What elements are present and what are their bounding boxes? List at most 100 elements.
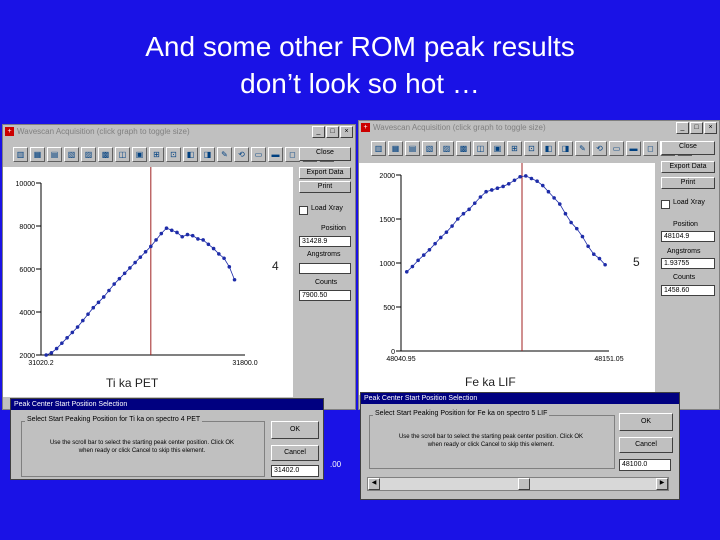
toolbar-tool-icon-9[interactable]: ⊡	[524, 141, 539, 156]
toolbar-tool-icon-6[interactable]: ◫	[115, 147, 130, 162]
right-dialog-value-field[interactable]: 48100.0	[619, 459, 671, 471]
y-tick-label: 500	[383, 305, 395, 312]
toolbar-tool-icon-16[interactable]: ◻	[285, 147, 300, 162]
left-angstroms-field[interactable]	[299, 263, 351, 274]
toolbar-tool-icon-11[interactable]: ◨	[200, 147, 215, 162]
toolbar-tool-icon-10[interactable]: ◧	[183, 147, 198, 162]
scroll-right-arrow-icon[interactable]: ▶	[656, 478, 668, 490]
data-point	[44, 353, 48, 357]
right-plot-area[interactable]: 0 500 1000 1500 2000 48040.95 48151.05 Fe ka L…	[359, 163, 655, 395]
left-dialog-value-field[interactable]: 31402.0	[271, 465, 319, 477]
toolbar-tool-icon-0[interactable]: ▥	[371, 141, 386, 156]
minimize-button[interactable]: _	[312, 126, 325, 138]
left-counts-field[interactable]: 7900.50	[299, 290, 351, 301]
left-plot-area[interactable]: 2000 4000 6000 8000 10000 31020.2 31800.0 Ti k…	[3, 167, 293, 397]
toolbar-tool-icon-8[interactable]: ⊞	[507, 141, 522, 156]
data-point	[232, 277, 237, 282]
data-point	[535, 179, 539, 183]
right-dialog-text-line1: Use the scroll bar to select the startin…	[398, 434, 584, 440]
toolbar-tool-icon-7[interactable]: ▣	[490, 141, 505, 156]
data-point	[180, 234, 185, 239]
right-window-titlebar: + Wavescan Acquisition (click graph to t…	[359, 121, 719, 134]
scroll-thumb[interactable]	[518, 478, 530, 490]
toolbar-tool-icon-6[interactable]: ◫	[473, 141, 488, 156]
toolbar-tool-icon-14[interactable]: ▭	[251, 147, 266, 162]
right-counts-field[interactable]: 1458.60	[661, 285, 715, 296]
close-window-button[interactable]: ×	[704, 122, 717, 134]
x-tick-label: 48151.05	[594, 356, 623, 363]
toolbar-tool-icon-2[interactable]: ▤	[47, 147, 62, 162]
toolbar-tool-icon-12[interactable]: ✎	[575, 141, 590, 156]
left-position-field[interactable]: 31428.9	[299, 236, 351, 247]
right-dialog-ok-button[interactable]: OK	[619, 413, 673, 431]
toolbar-tool-icon-4[interactable]: ▨	[439, 141, 454, 156]
left-dialog-text-line1: Use the scroll bar to select the startin…	[49, 440, 235, 446]
close-window-button[interactable]: ×	[340, 126, 353, 138]
left-close-button[interactable]: Close	[299, 147, 351, 161]
data-point	[107, 288, 111, 293]
data-point	[75, 325, 80, 329]
toolbar-tool-icon-14[interactable]: ▭	[609, 141, 624, 156]
x-tick-label: 48040.95	[386, 356, 415, 363]
left-print-button[interactable]: Print	[299, 181, 351, 193]
right-window-title: Wavescan Acquisition (click graph to tog…	[373, 123, 546, 132]
toolbar-tool-icon-12[interactable]: ✎	[217, 147, 232, 162]
right-position-field[interactable]: 48104.9	[661, 231, 715, 242]
toolbar-tool-icon-13[interactable]: ⟲	[592, 141, 607, 156]
data-point	[603, 262, 607, 267]
left-export-data-button[interactable]: Export Data	[299, 167, 351, 179]
left-dialog-cancel-button[interactable]: Cancel	[271, 445, 319, 461]
toolbar-tool-icon-8[interactable]: ⊞	[149, 147, 164, 162]
toolbar-tool-icon-5[interactable]: ▩	[98, 147, 113, 162]
left-dialog-text-line2: when ready or click Cancel to skip this …	[78, 448, 206, 454]
toolbar-tool-icon-13[interactable]: ⟲	[234, 147, 249, 162]
toolbar-tool-icon-11[interactable]: ◨	[558, 141, 573, 156]
left-toolbar: ▥▦▤▧▨▩◫▣⊞⊡◧◨✎⟲▭▬◻◼✐	[13, 147, 334, 162]
toolbar-tool-icon-1[interactable]: ▦	[388, 141, 403, 156]
toolbar-tool-icon-5[interactable]: ▩	[456, 141, 471, 156]
left-wavescan-chart[interactable]: 2000 4000 6000 8000 10000 31020.2 31800.0	[3, 167, 293, 397]
y-tick-label: 4000	[19, 310, 35, 317]
data-point	[580, 234, 585, 239]
right-wavescan-chart[interactable]: 0 500 1000 1500 2000 48040.95 48151.05	[359, 163, 655, 395]
toolbar-tool-icon-15[interactable]: ▬	[626, 141, 641, 156]
data-point	[557, 202, 562, 206]
maximize-button[interactable]: □	[690, 122, 703, 134]
toolbar-tool-icon-15[interactable]: ▬	[268, 147, 283, 162]
toolbar-tool-icon-9[interactable]: ⊡	[166, 147, 181, 162]
toolbar-tool-icon-4[interactable]: ▨	[81, 147, 96, 162]
maximize-button[interactable]: □	[326, 126, 339, 138]
toolbar-tool-icon-2[interactable]: ▤	[405, 141, 420, 156]
toolbar-tool-icon-10[interactable]: ◧	[541, 141, 556, 156]
data-point	[196, 237, 200, 241]
right-print-button[interactable]: Print	[661, 177, 715, 189]
toolbar-tool-icon-3[interactable]: ▧	[64, 147, 79, 162]
data-point	[164, 226, 169, 230]
left-angstroms-label: Angstroms	[307, 251, 341, 258]
data-point	[112, 282, 116, 286]
right-load-xray-checkbox[interactable]	[661, 200, 670, 209]
data-point	[143, 250, 148, 254]
app-icon: +	[361, 123, 370, 132]
minimize-button[interactable]: _	[676, 122, 689, 134]
data-point	[154, 238, 158, 242]
right-dialog-cancel-button[interactable]: Cancel	[619, 437, 673, 453]
data-point	[217, 252, 221, 256]
toolbar-tool-icon-16[interactable]: ◻	[643, 141, 658, 156]
left-counts-label: Counts	[315, 279, 338, 286]
y-tick-label: 0	[391, 349, 395, 356]
left-window-title: Wavescan Acquisition (click graph to tog…	[17, 127, 190, 136]
toolbar-tool-icon-0[interactable]: ▥	[13, 147, 28, 162]
right-close-button[interactable]: Close	[661, 141, 715, 155]
data-point	[546, 189, 551, 194]
scroll-left-arrow-icon[interactable]: ◀	[368, 478, 380, 490]
left-load-xray-checkbox[interactable]	[299, 206, 308, 215]
left-dialog-ok-button[interactable]: OK	[271, 421, 319, 439]
right-dialog-scrollbar[interactable]: ◀ ▶	[367, 477, 669, 491]
scan-line	[46, 227, 235, 356]
right-angstroms-field[interactable]: 1.93755	[661, 258, 715, 269]
toolbar-tool-icon-1[interactable]: ▦	[30, 147, 45, 162]
toolbar-tool-icon-7[interactable]: ▣	[132, 147, 147, 162]
toolbar-tool-icon-3[interactable]: ▧	[422, 141, 437, 156]
right-export-data-button[interactable]: Export Data	[661, 161, 715, 173]
